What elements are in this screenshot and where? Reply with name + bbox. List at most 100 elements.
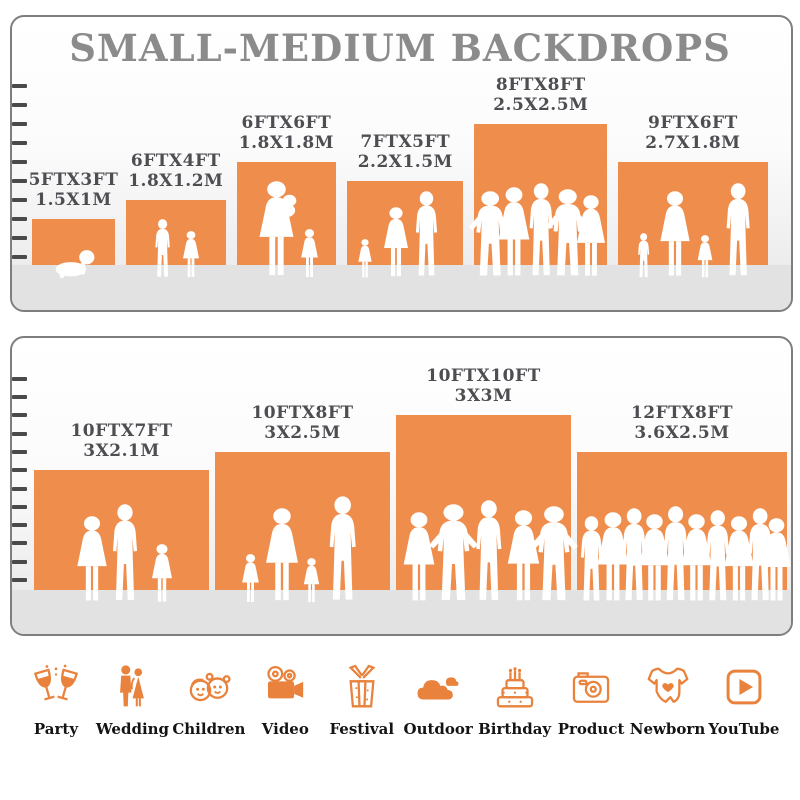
children-icon [184, 662, 234, 712]
size-label-ft: 12FTX8FT [630, 402, 734, 423]
newborn-icon [643, 662, 693, 712]
person-silhouette-man [408, 191, 445, 279]
person-silhouette-man [320, 496, 365, 604]
person-silhouette-boy [150, 219, 175, 279]
person-silhouette-woman [674, 514, 719, 604]
person-silhouette-man-pose [426, 504, 481, 604]
person-silhouette-girl [300, 558, 323, 604]
category-newborn: Newborn [629, 662, 706, 738]
backdrop-size-label: 10FTX7FT 3X2.1M [70, 421, 172, 461]
size-chart-panel-small: 123456789105FTX3FT1.5X1M6FTX4FT1.8X1.2M6… [10, 15, 793, 312]
person-silhouette-man [740, 508, 780, 604]
axis-tick-mark [12, 217, 27, 221]
axis-tick: 2 [12, 231, 27, 245]
axis-tick: 5 [12, 500, 27, 514]
floor-strip [12, 265, 791, 310]
category-icons-row: Party Wedding Children Video Festival Outdoor… [0, 662, 800, 772]
backdrop-size-label: 8FTX8FT 2.5X2.5M [493, 75, 588, 115]
backdrop-size-label: 10FTX10FT 3X3M [426, 366, 540, 406]
backdrop-size-label: 7FTX5FT 2.2X1.5M [358, 132, 453, 172]
person-silhouette-woman [653, 191, 697, 279]
axis-tick-mark [12, 376, 27, 381]
category-wedding: Wedding [95, 662, 170, 738]
size-label-m: 1.8X1.8M [238, 133, 334, 153]
size-label-m: 3X2.5M [264, 422, 341, 443]
person-silhouette-man [104, 504, 146, 604]
person-silhouette-girl [147, 544, 177, 604]
category-youtube: YouTube [708, 662, 780, 738]
backdrop-size-label: 5FTX3FT 1.5X1M [29, 170, 119, 210]
person-silhouette-man [614, 508, 654, 604]
axis-tick-mark [12, 84, 27, 88]
axis-tick-mark [12, 236, 27, 240]
size-label-ft: 10FTX7FT [70, 421, 173, 442]
backdrop-size-label: 12FTX8FT 3.6X2.5M [631, 403, 733, 443]
axis-tick-mark [12, 541, 27, 546]
person-silhouette-woman [755, 518, 791, 604]
category-product: Product [555, 662, 627, 738]
category-label: Party [33, 720, 79, 738]
axis-tick-mark [12, 468, 27, 473]
category-label: Children [172, 720, 246, 738]
axis-tick: 3 [12, 212, 27, 226]
infographic-title: SMALL-MEDIUM BACKDROPS [69, 26, 731, 70]
person-silhouette-girl [238, 554, 263, 604]
axis-tick: 11 [12, 390, 27, 404]
backdrop-bar-5ftx3ft [32, 219, 115, 265]
size-label-m: 3.6X2.5M [634, 422, 730, 443]
axis-tick: 1 [12, 250, 27, 264]
video-icon [260, 662, 310, 712]
axis-tick-mark [12, 486, 27, 491]
backdrop-bar-6ftx4ft [126, 200, 226, 265]
axis-tick-mark [12, 449, 27, 454]
category-label: Newborn [629, 720, 706, 738]
size-label-m: 1.5X1M [35, 190, 112, 210]
person-silhouette-girl [632, 514, 677, 604]
axis-tick: 9 [12, 98, 27, 112]
category-outdoor: Outdoor [402, 662, 474, 738]
axis-tick: 1 [12, 573, 27, 587]
size-label-ft: 10FTX8FT [251, 402, 354, 423]
person-silhouette-man [718, 183, 758, 279]
birthday-icon [490, 662, 540, 712]
backdrop-size-label: 10FTX8FT 3X2.5M [251, 403, 353, 443]
person-silhouette-girl [694, 235, 716, 279]
axis-tick-mark [12, 578, 27, 582]
person-silhouette-girl [396, 512, 442, 604]
size-label-m: 3X3M [454, 386, 513, 407]
category-birthday: Birthday [478, 662, 551, 738]
size-label-ft: 8FTX8FT [495, 75, 586, 95]
size-label-ft: 10FTX10FT [426, 366, 541, 387]
axis-tick: 9 [12, 427, 27, 441]
person-silhouette-girl [179, 231, 203, 279]
size-label-m: 2.5X2.5M [493, 95, 589, 115]
backdrop-size-label: 6FTX6FT 1.8X1.8M [239, 113, 334, 153]
category-festival: Festival [326, 662, 398, 738]
person-silhouette-man [655, 506, 696, 604]
person-silhouette-boy [634, 233, 653, 279]
category-label: Wedding [95, 720, 170, 738]
size-label-m: 3X2.1M [83, 441, 160, 462]
person-silhouette-man [573, 516, 610, 604]
person-silhouette-woman [491, 187, 537, 279]
size-chart-panel-medium: 12345678910111210FTX7FT3X2.1M10FTX8FT3X2… [10, 336, 793, 636]
category-label: Video [261, 720, 309, 738]
axis-tick-mark [12, 179, 27, 183]
axis-tick: 4 [12, 193, 27, 207]
axis-tick-mark [12, 431, 27, 436]
size-label-ft: 6FTX4FT [130, 151, 221, 171]
floor-strip [12, 590, 791, 634]
axis-tick: 2 [12, 555, 27, 569]
category-children: Children [172, 662, 246, 738]
axis-tick-mark [12, 523, 27, 528]
person-silhouette-woman [590, 512, 636, 604]
axis-tick: 7 [12, 136, 27, 150]
axis-tick: 5 [12, 174, 27, 188]
axis-tick-mark [12, 103, 27, 107]
size-label-m: 2.7X1.8M [645, 133, 741, 153]
backdrop-size-label: 6FTX4FT 1.8X1.2M [128, 151, 223, 191]
size-label-m: 1.8X1.2M [128, 171, 224, 191]
product-icon [566, 662, 616, 712]
category-video: Video [249, 662, 321, 738]
outdoor-icon [413, 662, 463, 712]
